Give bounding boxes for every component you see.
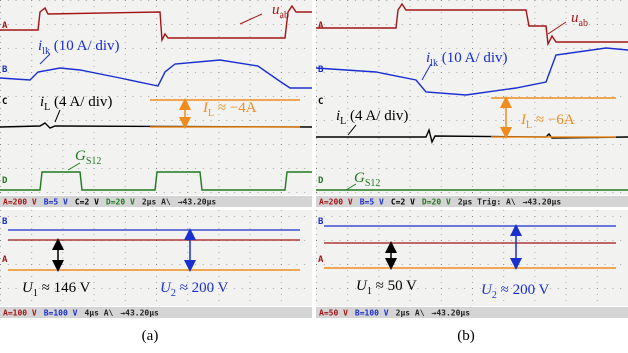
annotation-symbol: G bbox=[354, 170, 365, 186]
status-item: A=100 V bbox=[3, 309, 37, 318]
annotation-text: (10 A/ div) bbox=[50, 38, 120, 54]
status-item: C=2 V bbox=[391, 198, 415, 207]
annotation-symbol: G bbox=[75, 148, 86, 164]
annotation-text: ≈ 200 V bbox=[176, 280, 229, 296]
status-item: →43.20µs bbox=[120, 309, 159, 318]
status-item: 2µs Trig: A\ bbox=[458, 197, 516, 207]
annotation-text: ≈ 200 V bbox=[497, 282, 550, 298]
channel-marker: D bbox=[2, 176, 8, 186]
caption: (a) bbox=[142, 328, 159, 344]
channel-marker: D bbox=[318, 176, 324, 186]
channel-marker: B bbox=[2, 65, 8, 75]
scope-grid bbox=[0, 0, 312, 195]
channel-marker: A bbox=[2, 21, 8, 31]
status-item: →43.20µs bbox=[432, 309, 471, 318]
channel-marker: B bbox=[2, 217, 8, 227]
figure: ABCDuabilk (10 A/ div)iL (4 A/ div)IL ≈ … bbox=[0, 0, 628, 353]
status-item: →43.20µs bbox=[523, 198, 562, 207]
status-item: B=5 V bbox=[360, 198, 384, 207]
annotation-text: (10 A/ div) bbox=[438, 50, 508, 66]
status-item: 2µs A\ bbox=[396, 309, 425, 318]
annotation-symbol: u bbox=[272, 2, 280, 18]
status-item: A=50 V bbox=[319, 309, 348, 318]
status-item: B=100 V bbox=[355, 309, 389, 318]
annotation-text: ≈ −6A bbox=[532, 112, 575, 128]
channel-marker: B bbox=[318, 65, 324, 75]
annotation-symbol: u bbox=[571, 10, 579, 26]
status-item: B=5 V bbox=[44, 198, 68, 207]
annotation-text: ≈ 50 V bbox=[372, 278, 417, 294]
annotation-subscript: lk bbox=[42, 46, 50, 57]
status-item: D=20 V bbox=[106, 198, 135, 207]
status-item: A=200 V bbox=[319, 198, 353, 207]
annotation-text: ≈ 146 V bbox=[38, 280, 91, 296]
status-item: A=200 V bbox=[3, 198, 37, 207]
annotation-subscript: ab bbox=[579, 18, 588, 29]
channel-marker: A bbox=[318, 21, 324, 31]
status-item: 4µs A\ bbox=[84, 309, 113, 318]
status-item: B=100 V bbox=[44, 309, 78, 318]
status-text: A=200 V B=5 V C=2 V D=20 V 2µs A\ →43.20µs bbox=[3, 198, 216, 207]
annotation-text: (4 A/ div) bbox=[50, 94, 112, 110]
status-item: C=2 V bbox=[75, 198, 99, 207]
annotation-text: ≈ −4A bbox=[214, 100, 257, 116]
caption: (b) bbox=[457, 328, 475, 344]
status-item: →43.20µs bbox=[178, 198, 217, 207]
status-item: D=20 V bbox=[422, 198, 451, 207]
channel-marker: C bbox=[2, 97, 7, 107]
annotation-subscript: ab bbox=[280, 10, 289, 21]
channel-marker: C bbox=[318, 97, 323, 107]
status-item: 2µs A\ bbox=[142, 198, 171, 207]
channel-marker: B bbox=[318, 217, 324, 227]
channel-marker: A bbox=[2, 255, 8, 265]
annotation-subscript: S12 bbox=[86, 156, 102, 167]
annotation-subscript: S12 bbox=[365, 178, 381, 189]
annotation-text: (4 A/ div) bbox=[346, 108, 408, 124]
annotation-subscript: lk bbox=[430, 58, 438, 69]
channel-marker: A bbox=[318, 255, 324, 265]
